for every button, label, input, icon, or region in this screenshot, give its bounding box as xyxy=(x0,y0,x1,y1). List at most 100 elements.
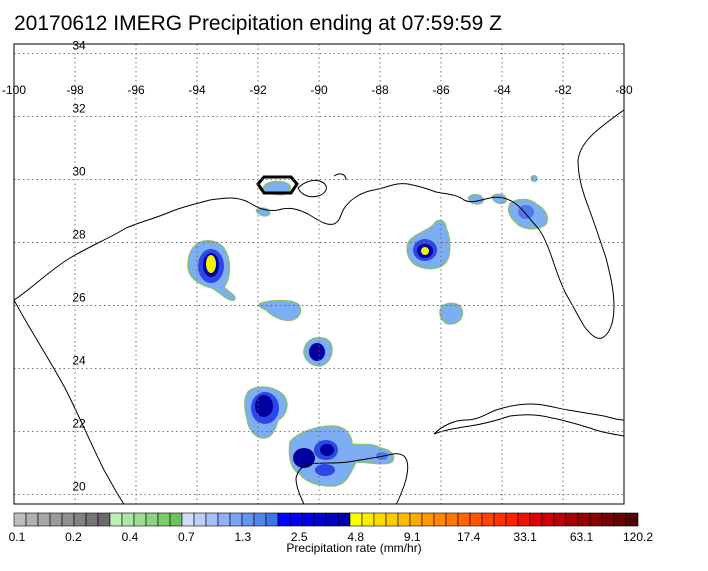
colorbar-swatch xyxy=(349,512,363,527)
colorbar-swatch xyxy=(625,512,639,527)
lat-tick-label: 30 xyxy=(72,164,86,178)
colorbar-swatch xyxy=(85,512,99,527)
lat-tick-label: 20 xyxy=(72,480,86,494)
cell-27n-91w xyxy=(258,299,302,322)
colorbar-swatch xyxy=(421,512,435,527)
lon-tick-label: -94 xyxy=(188,83,206,97)
lat-tick-label: 28 xyxy=(72,227,86,241)
colorbar-swatch xyxy=(385,512,399,527)
colorbar-tick-label: 4.8 xyxy=(347,530,364,544)
lon-tick-label: -100 xyxy=(2,83,26,97)
colorbar-tick-label: 0.7 xyxy=(178,530,195,544)
colorbar-swatch xyxy=(265,512,279,527)
cell-west-28n-93w xyxy=(187,240,236,301)
lat-tick-labels: 34 32 30 28 26 24 22 20 xyxy=(72,38,86,493)
lon-tick-label: -88 xyxy=(371,83,389,97)
gridlines xyxy=(14,44,624,504)
colorbar-swatch xyxy=(133,512,147,527)
colorbar-swatch xyxy=(361,512,375,527)
coastline xyxy=(14,109,624,504)
colorbar-swatch xyxy=(469,512,483,527)
colorbar-tick-label: 1.3 xyxy=(234,530,251,544)
colorbar-swatch xyxy=(373,512,387,527)
colorbar-swatch xyxy=(289,512,303,527)
colorbar-label: Precipitation rate (mm/hr) xyxy=(286,541,422,555)
colorbar-tick-label: 0.4 xyxy=(122,530,139,544)
colorbar-swatch xyxy=(529,512,543,527)
colorbar-swatch xyxy=(253,512,267,527)
colorbar-swatch xyxy=(241,512,255,527)
colorbar-swatch xyxy=(325,512,339,527)
lat-tick-label: 32 xyxy=(72,101,86,115)
colorbar-swatch xyxy=(493,512,507,527)
plot-frame xyxy=(13,43,625,505)
colorbar-tick-label: 9.1 xyxy=(404,530,421,544)
colorbar-swatch xyxy=(25,512,39,527)
colorbar-swatch xyxy=(577,512,591,527)
colorbar-tick-label: 33.1 xyxy=(513,530,537,544)
colorbar xyxy=(13,512,639,527)
colorbar-swatch xyxy=(433,512,447,527)
lon-tick-label: -96 xyxy=(127,83,145,97)
colorbar-tick-label: 2.5 xyxy=(291,530,308,544)
colorbar-swatch xyxy=(541,512,555,527)
colorbar-swatch xyxy=(97,512,111,527)
map-title: 20170612 IMERG Precipitation ending at 0… xyxy=(14,12,502,35)
colorbar-swatch xyxy=(61,512,75,527)
cell-28n-86w xyxy=(406,219,451,270)
lat-tick-label: 24 xyxy=(72,354,86,368)
colorbar-swatch xyxy=(109,512,123,527)
colorbar-swatch xyxy=(565,512,579,527)
colorbar-tick-label: 120.2 xyxy=(623,530,653,544)
colorbar-swatch xyxy=(553,512,567,527)
precip-cells xyxy=(187,175,548,487)
lon-tick-label: -92 xyxy=(249,83,267,97)
colorbar-swatch xyxy=(217,512,231,527)
colorbar-swatch xyxy=(193,512,207,527)
lat-tick-label: 34 xyxy=(72,38,86,52)
colorbar-swatch xyxy=(445,512,459,527)
highlight-box xyxy=(256,175,299,195)
colorbar-swatch xyxy=(73,512,87,527)
cell-26n-86w xyxy=(439,302,464,325)
colorbar-tick-label: 63.1 xyxy=(570,530,594,544)
cell-22n-90w xyxy=(288,425,395,487)
colorbar-swatch xyxy=(277,512,291,527)
colorbar-swatch xyxy=(481,512,495,527)
colorbar-swatch xyxy=(13,512,27,527)
lon-tick-label: -82 xyxy=(554,83,572,97)
lon-tick-labels: -100 -98 -96 -94 -92 -90 -88 -86 -84 -82 -80 xyxy=(2,83,633,97)
colorbar-swatch xyxy=(337,512,351,527)
colorbar-tick-label: 0.2 xyxy=(65,530,82,544)
colorbar-swatch xyxy=(229,512,243,527)
colorbar-swatch xyxy=(505,512,519,527)
colorbar-swatch xyxy=(397,512,411,527)
colorbar-swatch xyxy=(169,512,183,527)
colorbar-tick-label: 17.4 xyxy=(457,530,481,544)
colorbar-swatch xyxy=(313,512,327,527)
lon-tick-label: -90 xyxy=(310,83,328,97)
colorbar-swatch xyxy=(37,512,51,527)
lon-tick-label: -84 xyxy=(493,83,511,97)
lon-tick-label: -98 xyxy=(66,83,84,97)
colorbar-tick-label: 0.1 xyxy=(9,530,26,544)
colorbar-swatch xyxy=(145,512,159,527)
colorbar-tick-labels: 0.1 0.2 0.4 0.7 1.3 2.5 4.8 9.1 17.4 33.1 63.1 120.… xyxy=(9,530,654,544)
cell-25n-90w xyxy=(303,337,333,367)
colorbar-swatch xyxy=(121,512,135,527)
colorbar-swatch xyxy=(157,512,171,527)
lon-tick-label: -86 xyxy=(432,83,450,97)
colorbar-swatch xyxy=(205,512,219,527)
lat-tick-label: 26 xyxy=(72,291,86,305)
lon-tick-label: -80 xyxy=(615,83,633,97)
cell-23n-92w xyxy=(244,386,288,439)
colorbar-swatch xyxy=(301,512,315,527)
colorbar-swatch xyxy=(613,512,627,527)
colorbar-swatch xyxy=(589,512,603,527)
colorbar-swatch xyxy=(601,512,615,527)
colorbar-swatch xyxy=(517,512,531,527)
lat-tick-label: 22 xyxy=(72,417,86,431)
colorbar-swatch xyxy=(409,512,423,527)
colorbar-swatch xyxy=(181,512,195,527)
